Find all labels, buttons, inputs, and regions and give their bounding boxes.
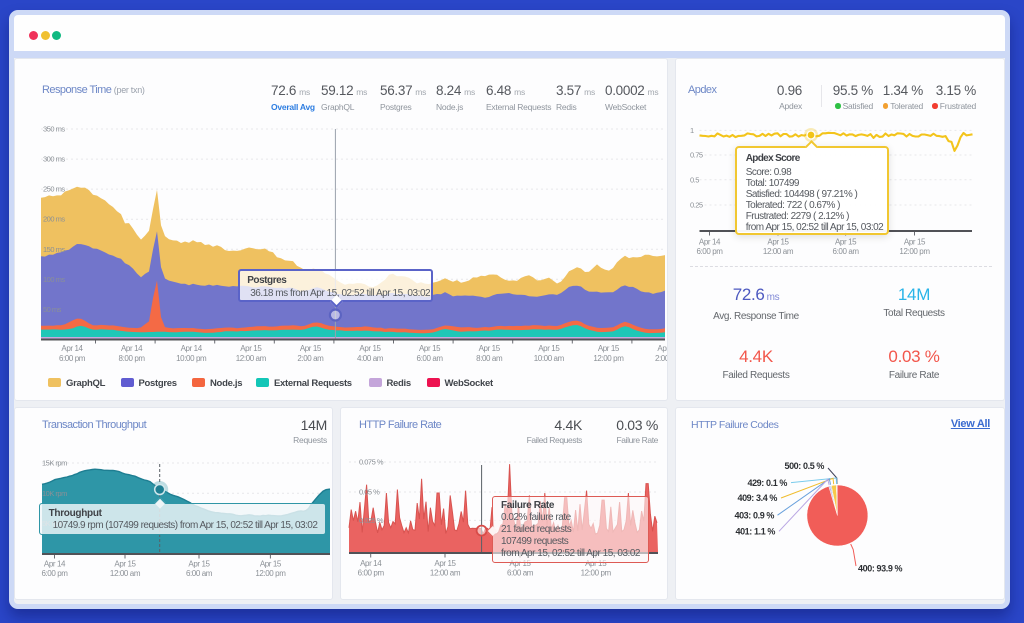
svg-text:Apr 15: Apr 15	[538, 344, 560, 353]
svg-text:8:00 am: 8:00 am	[476, 354, 503, 363]
svg-text:0.5: 0.5	[690, 175, 699, 184]
svg-text:Apr 14: Apr 14	[121, 344, 143, 353]
svg-text:Apr 14: Apr 14	[44, 560, 66, 569]
svg-text:Apr 14: Apr 14	[181, 344, 203, 353]
svg-text:Apr 14: Apr 14	[61, 344, 83, 353]
svg-text:Apr 15: Apr 15	[240, 344, 262, 353]
svg-text:Apr 15: Apr 15	[114, 560, 136, 569]
svg-text:403: 0.9 %: 403: 0.9 %	[734, 510, 774, 520]
svg-text:Apr 15: Apr 15	[260, 560, 282, 569]
svg-text:4:00 am: 4:00 am	[357, 354, 384, 363]
svg-text:Apr 15: Apr 15	[359, 344, 381, 353]
svg-text:2:00 pm: 2:00 pm	[655, 354, 668, 363]
svg-text:12:00 pm: 12:00 pm	[899, 247, 930, 256]
svg-text:0.025 %: 0.025 %	[359, 516, 384, 525]
svg-text:100 ms: 100 ms	[43, 274, 65, 283]
svg-text:Apr 15: Apr 15	[434, 559, 456, 568]
svg-text:350 ms: 350 ms	[43, 124, 65, 133]
svg-text:12:00 pm: 12:00 pm	[255, 569, 286, 578]
svg-text:409: 3.4 %: 409: 3.4 %	[737, 493, 777, 503]
svg-text:12:00 pm: 12:00 pm	[593, 354, 624, 363]
svg-text:50 ms: 50 ms	[43, 304, 62, 313]
svg-text:10:00 am: 10:00 am	[534, 354, 565, 363]
svg-text:0.075 %: 0.075 %	[359, 458, 384, 467]
svg-text:150 ms: 150 ms	[43, 244, 65, 253]
svg-text:6:00 am: 6:00 am	[833, 247, 860, 256]
svg-text:Apr 15: Apr 15	[835, 237, 857, 246]
svg-text:6:00 pm: 6:00 pm	[41, 569, 68, 578]
svg-text:300 ms: 300 ms	[43, 154, 65, 163]
svg-text:6:00 am: 6:00 am	[186, 569, 213, 578]
svg-text:401: 1.1 %: 401: 1.1 %	[735, 527, 775, 537]
svg-text:Apr 15: Apr 15	[300, 344, 322, 353]
svg-text:Apr 15: Apr 15	[479, 344, 501, 353]
svg-text:6:00 pm: 6:00 pm	[358, 569, 385, 578]
svg-text:429: 0.1 %: 429: 0.1 %	[747, 478, 787, 488]
svg-text:0.05 %: 0.05 %	[359, 488, 380, 497]
svg-text:Apr 14: Apr 14	[360, 559, 382, 568]
svg-text:Apr 15: Apr 15	[657, 344, 668, 353]
svg-text:250 ms: 250 ms	[43, 184, 65, 193]
svg-text:6:00 pm: 6:00 pm	[696, 247, 723, 256]
svg-text:400: 93.9 %: 400: 93.9 %	[858, 563, 903, 573]
svg-text:Apr 15: Apr 15	[767, 237, 789, 246]
svg-text:12:00 am: 12:00 am	[236, 354, 267, 363]
svg-text:0.25: 0.25	[690, 200, 703, 209]
svg-text:Apr 15: Apr 15	[585, 559, 607, 568]
svg-text:200 ms: 200 ms	[43, 214, 65, 223]
svg-text:Apr 14: Apr 14	[699, 237, 721, 246]
svg-text:6:00 am: 6:00 am	[507, 569, 534, 578]
svg-text:2:00 am: 2:00 am	[297, 354, 324, 363]
svg-text:12:00 am: 12:00 am	[763, 247, 794, 256]
svg-text:15K rpm: 15K rpm	[42, 459, 67, 468]
svg-text:1: 1	[690, 125, 694, 134]
svg-text:Apr 15: Apr 15	[188, 560, 210, 569]
svg-text:6:00 pm: 6:00 pm	[59, 354, 86, 363]
svg-text:10K rpm: 10K rpm	[42, 489, 67, 498]
svg-text:8:00 pm: 8:00 pm	[119, 354, 146, 363]
svg-text:500: 0.5 %: 500: 0.5 %	[784, 461, 824, 471]
svg-text:12:00 pm: 12:00 pm	[581, 569, 612, 578]
svg-text:Apr 15: Apr 15	[598, 344, 620, 353]
svg-text:12:00 am: 12:00 am	[110, 569, 141, 578]
svg-text:12:00 am: 12:00 am	[430, 569, 461, 578]
svg-text:10:00 pm: 10:00 pm	[176, 354, 207, 363]
svg-text:6:00 am: 6:00 am	[417, 354, 444, 363]
svg-text:Apr 15: Apr 15	[419, 344, 441, 353]
svg-text:Apr 15: Apr 15	[509, 559, 531, 568]
svg-text:Apr 15: Apr 15	[904, 237, 926, 246]
svg-text:0.75: 0.75	[690, 150, 703, 159]
